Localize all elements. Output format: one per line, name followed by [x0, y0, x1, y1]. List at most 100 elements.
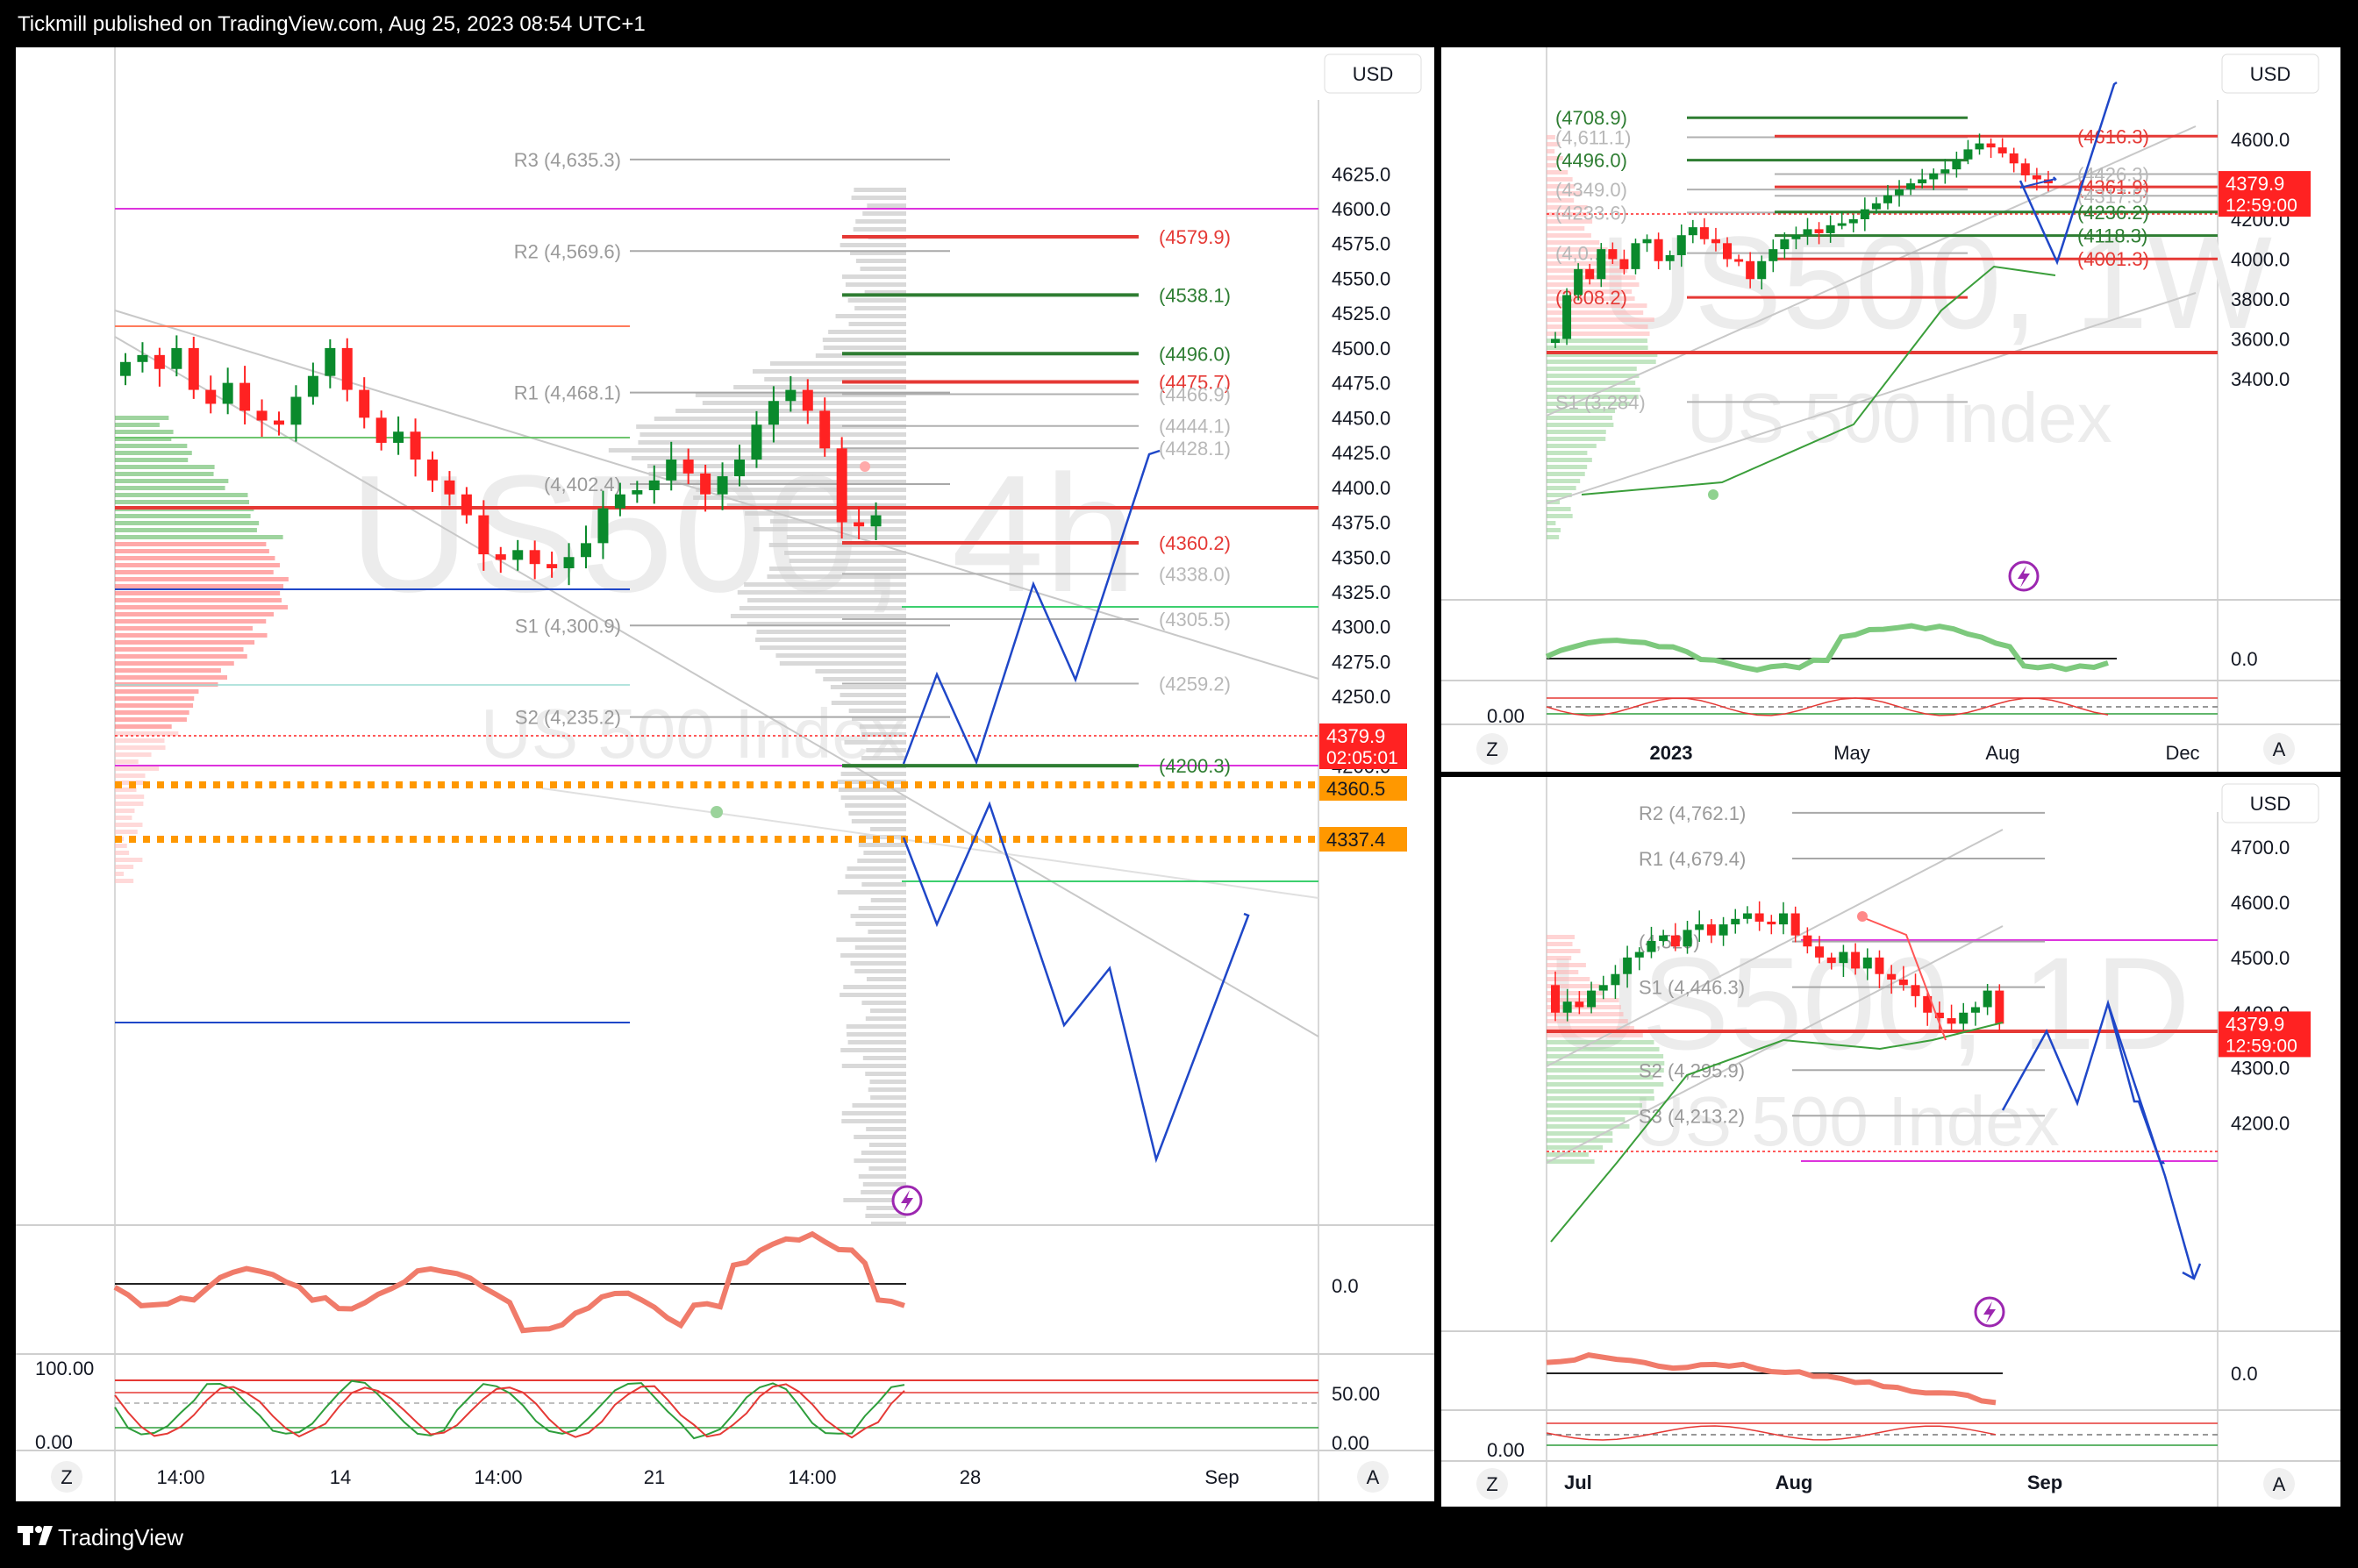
level-label: (4305.5)	[1159, 609, 1231, 631]
time-tick: May	[1833, 742, 1870, 764]
price-badge-text: 4379.9	[1326, 725, 1385, 747]
level-label: (4475.7)	[1159, 372, 1231, 394]
publisher-text: Tickmill published on TradingView.com, A…	[18, 12, 646, 36]
pivot-label: R1 (4,679.4)	[1639, 848, 1746, 870]
level-label: (4428.1)	[1159, 438, 1231, 460]
zoom-button[interactable]	[1476, 733, 1508, 765]
lightning-icon[interactable]	[2008, 560, 2040, 592]
trend-line	[1581, 265, 2056, 495]
price-tick: 4600.0	[1332, 198, 1390, 220]
time-tick: Sep	[2027, 1472, 2062, 1493]
price-badge-timer: 12:59:00	[2226, 196, 2297, 216]
auto-scale-label: A	[1367, 1466, 1380, 1488]
chart-panel-1w[interactable]: US500, 1W US 500 Index (4708.9) (4,611.1)…	[1441, 47, 2340, 772]
level-label: (4200.3)	[1159, 755, 1231, 777]
time-tick: Dec	[2165, 742, 2199, 764]
price-badge-timer: 02:05:01	[1326, 748, 1398, 768]
level-label: (4349.0)	[1555, 179, 1627, 201]
price-tick: 4575.0	[1332, 233, 1390, 255]
osc2-scale-bottom: 0.00	[35, 1431, 73, 1453]
level-label: (4496.0)	[1555, 150, 1627, 172]
osc1-scale: 0.0	[2231, 1363, 2258, 1385]
currency-button[interactable]	[1324, 53, 1422, 94]
currency-label: USD	[2250, 793, 2290, 815]
price-tick: 3800.0	[2231, 289, 2290, 310]
candles	[1551, 133, 2053, 348]
price-tick: 4350.0	[1332, 546, 1390, 568]
projection-down	[902, 801, 1250, 1164]
level-label: (4538.1)	[1159, 284, 1231, 306]
price-tick: 4450.0	[1332, 407, 1390, 429]
level-label: (4361.9)	[2077, 176, 2149, 198]
price-tick: 4425.0	[1332, 442, 1390, 464]
oscillator-line	[1545, 623, 2109, 673]
pivot-label: S2 (4,295.9)	[1639, 1059, 1745, 1081]
auto-scale-button[interactable]	[2263, 1468, 2295, 1500]
zoom-button-label: Z	[61, 1466, 72, 1488]
chart-panel-4h[interactable]: US500, 4h US 500 Index (4579.9) (4538.1)(…	[16, 47, 1434, 1501]
watermark-name: US 500 Index	[481, 695, 906, 773]
price-tick: 4275.0	[1332, 651, 1390, 673]
volume-profile	[608, 188, 906, 1226]
level-label: S1 (3,284)	[1555, 391, 1646, 413]
time-tick: Aug	[1985, 742, 2019, 764]
currency-label: USD	[2250, 63, 2290, 85]
zoom-button[interactable]	[1476, 1468, 1508, 1500]
level-label: (4317.5)	[2077, 185, 2149, 207]
price-tick: 4475.0	[1332, 373, 1390, 395]
watermark-name: US 500 Index	[1634, 1082, 2060, 1160]
level-label: (4,0...	[1555, 243, 1604, 265]
zoom-button-label: Z	[1486, 1473, 1497, 1495]
currency-button[interactable]	[2221, 53, 2319, 94]
pivot-label: S3 (4,213.2)	[1639, 1105, 1745, 1127]
price-tick: 4250.0	[1332, 686, 1390, 708]
zoom-button[interactable]	[51, 1461, 82, 1493]
level-label: (4338.0)	[1159, 563, 1231, 585]
lightning-icon[interactable]	[891, 1185, 923, 1216]
watermark-name: US 500 Index	[1687, 379, 2112, 457]
publisher-bar: Tickmill published on TradingView.com, A…	[0, 0, 2358, 46]
price-tick: 4500.0	[1332, 338, 1390, 360]
time-tick: Jul	[1564, 1472, 1592, 1493]
level-label: (4,611.1)	[1555, 126, 1631, 148]
auto-scale-button[interactable]	[1357, 1461, 1389, 1493]
level-label: (4444.1)	[1159, 416, 1231, 438]
price-badge-text: 4337.4	[1326, 829, 1385, 851]
left-volume-profile	[1547, 935, 1665, 1164]
level-label: (4118.3)	[2077, 225, 2147, 247]
price-tick: 4000.0	[2231, 249, 2290, 271]
osc2-scale: 0.00	[1487, 1439, 1525, 1461]
level-label: (4466.9)	[1159, 383, 1231, 405]
level-label: (4001.3)	[2077, 248, 2149, 270]
projection-up	[902, 449, 1161, 766]
pivot-label: S1 (4,446.3)	[1639, 977, 1745, 999]
left-volume-profile	[115, 416, 289, 883]
currency-label: USD	[1353, 63, 1393, 85]
level-label: (4616.3)	[2077, 125, 2149, 147]
lightning-icon[interactable]	[1974, 1296, 2005, 1328]
level-label: (4259.2)	[1159, 674, 1231, 695]
price-badge	[1319, 827, 1407, 852]
tradingview-footer: TradingView	[0, 1514, 526, 1566]
auto-scale-label: A	[2273, 1473, 2286, 1495]
pivot-label: S2 (4,235.2)	[515, 707, 621, 729]
price-tick: 3400.0	[2231, 368, 2290, 390]
watermark-symbol: US500, 1W	[1599, 209, 2272, 356]
stoch-d	[114, 1383, 905, 1439]
tradingview-logo-icon	[18, 1526, 53, 1545]
level-label: (4360.2)	[1159, 532, 1231, 554]
oscillator-line	[1546, 1352, 1997, 1406]
auto-scale-button[interactable]	[2263, 733, 2295, 765]
price-tick: 4525.0	[1332, 303, 1390, 324]
pivot-label: R2 (4,569.6)	[514, 240, 621, 262]
osc2-scale-low: 0.00	[1332, 1432, 1369, 1454]
time-tick: 14:00	[474, 1466, 522, 1488]
currency-button[interactable]	[2221, 783, 2319, 823]
time-tick: 14	[330, 1466, 351, 1488]
chart-panel-1d[interactable]: US500, 1D US 500 Index R2 (4,762.1) R1 (4…	[1441, 777, 2340, 1507]
price-tick: 4300.0	[1332, 617, 1390, 638]
pivot-label: R2 (4,762.1)	[1639, 802, 1746, 824]
price-tick: 4400.0	[1332, 477, 1390, 499]
trend-line	[1550, 1022, 2004, 1243]
level-label: (4496.0)	[1159, 343, 1231, 365]
